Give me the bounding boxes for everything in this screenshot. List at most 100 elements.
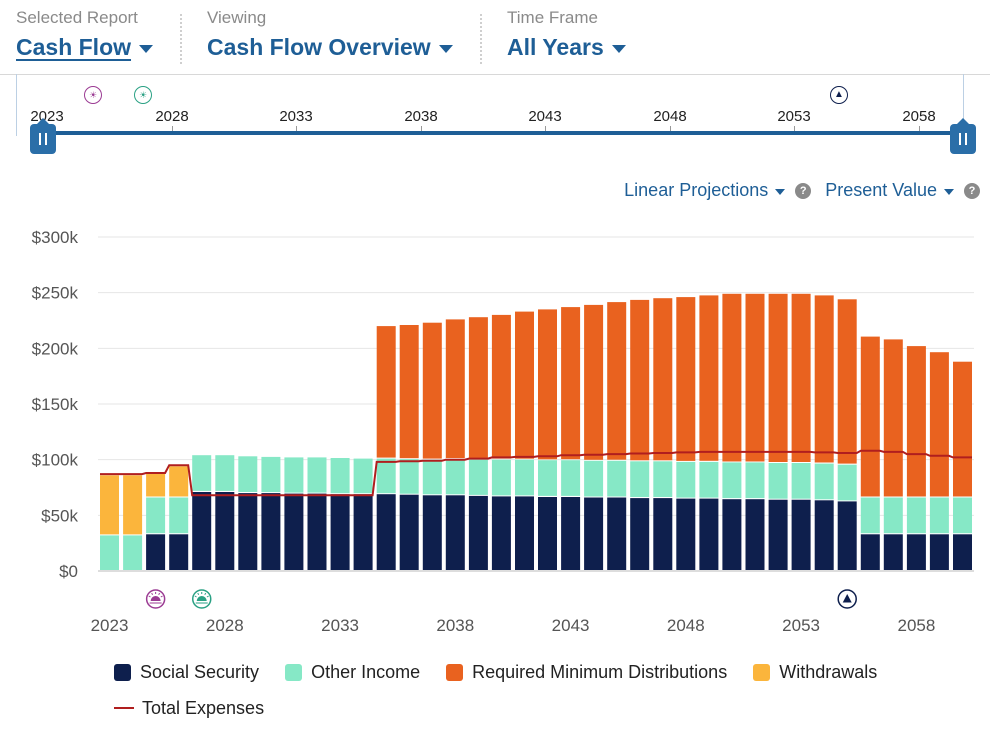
bar-segment-other-income[interactable] (146, 497, 166, 534)
bar-segment-social-security[interactable] (468, 495, 488, 570)
bar-segment-social-security[interactable] (399, 494, 419, 570)
bar-segment-required-minimum-distributions[interactable] (468, 317, 488, 459)
legend-total-expenses[interactable]: Total Expenses (114, 698, 264, 719)
total-expenses-line-path[interactable] (100, 449, 972, 497)
bar-segment-social-security[interactable] (653, 498, 673, 570)
projection-dropdown[interactable]: Linear Projections ? (624, 180, 812, 201)
bar-segment-social-security[interactable] (929, 534, 949, 570)
bar-segment-other-income[interactable] (261, 456, 281, 493)
bar-segment-other-income[interactable] (814, 463, 834, 500)
bar-segment-social-security[interactable] (515, 496, 534, 570)
time-frame-dropdown[interactable]: All Years (507, 34, 626, 61)
bar-segment-other-income[interactable] (399, 459, 419, 494)
value-mode-dropdown[interactable]: Present Value ? (825, 180, 980, 201)
bar-segment-required-minimum-distributions[interactable] (745, 293, 765, 462)
bar-segment-required-minimum-distributions[interactable] (929, 352, 949, 497)
bar-segment-social-security[interactable] (192, 492, 212, 570)
bar-segment-other-income[interactable] (676, 461, 696, 498)
viewing-dropdown[interactable]: Cash Flow Overview (207, 34, 453, 61)
bar-segment-other-income[interactable] (123, 535, 143, 570)
bar-segment-social-security[interactable] (676, 498, 696, 570)
bar-segment-withdrawals[interactable] (100, 475, 119, 535)
bar-segment-required-minimum-distributions[interactable] (883, 339, 903, 497)
legend-withdrawals[interactable]: Withdrawals (753, 662, 877, 683)
bar-segment-other-income[interactable] (491, 459, 511, 496)
bar-segment-other-income[interactable] (307, 457, 327, 493)
bar-segment-other-income[interactable] (722, 462, 742, 499)
bar-segment-other-income[interactable] (653, 461, 673, 497)
bar-segment-required-minimum-distributions[interactable] (584, 304, 604, 460)
bar-segment-social-security[interactable] (376, 494, 396, 570)
help-icon[interactable]: ? (964, 182, 980, 199)
bar-segment-other-income[interactable] (953, 497, 972, 534)
bar-segment-social-security[interactable] (538, 497, 557, 570)
bar-segment-withdrawals[interactable] (146, 473, 166, 497)
bar-segment-other-income[interactable] (515, 459, 534, 496)
bar-segment-required-minimum-distributions[interactable] (768, 293, 788, 462)
bar-segment-required-minimum-distributions[interactable] (722, 293, 742, 462)
bar-segment-required-minimum-distributions[interactable] (422, 322, 442, 459)
bar-segment-required-minimum-distributions[interactable] (860, 336, 880, 497)
timeline-end-handle[interactable] (950, 118, 976, 154)
bar-segment-required-minimum-distributions[interactable] (837, 299, 857, 464)
sun-marker-icon[interactable] (145, 589, 166, 609)
bar-segment-required-minimum-distributions[interactable] (561, 307, 581, 460)
bar-segment-social-security[interactable] (953, 534, 972, 570)
bar-segment-other-income[interactable] (284, 457, 304, 493)
bar-segment-social-security[interactable] (584, 497, 604, 571)
bar-segment-social-security[interactable] (215, 492, 235, 570)
bar-segment-required-minimum-distributions[interactable] (445, 319, 465, 459)
bar-segment-social-security[interactable] (353, 494, 373, 570)
bar-segment-social-security[interactable] (722, 499, 742, 570)
timeline-start-handle[interactable] (30, 118, 56, 154)
bar-segment-required-minimum-distributions[interactable] (676, 297, 696, 461)
timeline-range-slider[interactable]: ☀ ☀ ▲ 2023 2028 2033 2038 2043 2048 2053… (16, 74, 976, 154)
bar-segment-other-income[interactable] (768, 463, 788, 499)
bar-segment-social-security[interactable] (630, 498, 650, 570)
bar-segment-other-income[interactable] (906, 497, 926, 534)
bar-segment-social-security[interactable] (837, 501, 857, 570)
bar-segment-social-security[interactable] (422, 495, 442, 570)
bar-segment-social-security[interactable] (238, 493, 258, 570)
bar-segment-social-security[interactable] (146, 534, 166, 570)
bar-segment-required-minimum-distributions[interactable] (653, 298, 673, 461)
sun-marker-icon[interactable] (191, 589, 212, 609)
bar-segment-social-security[interactable] (607, 497, 627, 571)
bar-segment-social-security[interactable] (768, 499, 788, 570)
bar-segment-social-security[interactable] (561, 497, 581, 570)
bar-segment-social-security[interactable] (883, 534, 903, 570)
bar-segment-other-income[interactable] (699, 461, 719, 498)
bar-segment-social-security[interactable] (169, 534, 189, 570)
help-icon[interactable]: ? (795, 182, 812, 199)
legend-social-security[interactable]: Social Security (114, 662, 259, 683)
bar-segment-required-minimum-distributions[interactable] (791, 293, 811, 462)
bar-segment-social-security[interactable] (699, 498, 719, 570)
bar-segment-other-income[interactable] (445, 459, 465, 495)
bar-segment-other-income[interactable] (353, 458, 373, 494)
bar-segment-other-income[interactable] (238, 456, 258, 492)
sun-marker-icon[interactable]: ☀ (84, 86, 102, 104)
bar-segment-required-minimum-distributions[interactable] (399, 325, 419, 459)
bar-segment-social-security[interactable] (307, 493, 327, 570)
bar-segment-social-security[interactable] (814, 500, 834, 570)
selected-report-dropdown[interactable]: Cash Flow (16, 34, 154, 61)
legend-rmd[interactable]: Required Minimum Distributions (446, 662, 727, 683)
bar-segment-other-income[interactable] (791, 463, 811, 499)
triangle-marker-icon[interactable]: ▲ (830, 86, 848, 104)
bar-segment-social-security[interactable] (330, 494, 350, 570)
bar-segment-other-income[interactable] (422, 459, 442, 495)
bar-segment-required-minimum-distributions[interactable] (538, 309, 557, 460)
bar-segment-other-income[interactable] (745, 462, 765, 499)
bar-segment-other-income[interactable] (376, 458, 396, 494)
bar-segment-social-security[interactable] (860, 534, 880, 570)
bar-segment-social-security[interactable] (445, 495, 465, 570)
bar-segment-withdrawals[interactable] (123, 475, 143, 535)
bar-segment-required-minimum-distributions[interactable] (953, 361, 972, 497)
bar-segment-required-minimum-distributions[interactable] (376, 326, 396, 458)
bar-segment-required-minimum-distributions[interactable] (814, 295, 834, 463)
bar-segment-other-income[interactable] (561, 460, 581, 496)
bar-segment-required-minimum-distributions[interactable] (699, 295, 719, 461)
bar-segment-social-security[interactable] (791, 499, 811, 570)
bar-segment-social-security[interactable] (261, 493, 281, 570)
bar-segment-other-income[interactable] (169, 497, 189, 534)
